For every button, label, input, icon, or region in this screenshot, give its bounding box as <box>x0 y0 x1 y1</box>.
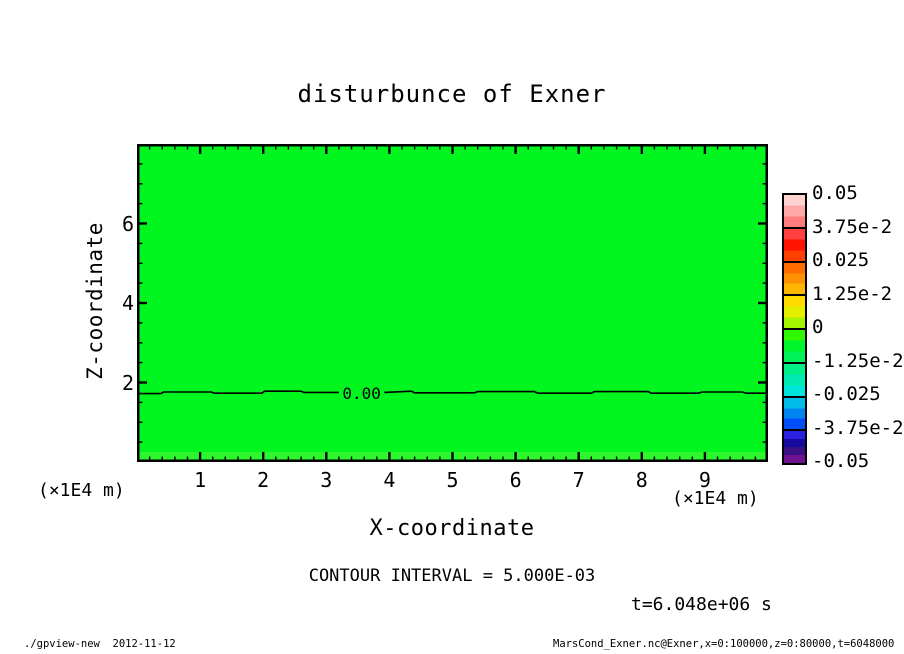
x-tick-label: 5 <box>446 468 459 492</box>
colorbar-segment <box>784 262 805 297</box>
z-axis-unit-note: (×1E4 m) <box>38 480 125 501</box>
z-tick-label: 4 <box>121 291 134 315</box>
colorbar-tick-label: 0 <box>812 316 824 338</box>
zero-contour-line <box>384 390 768 394</box>
contour-interval-text: CONTOUR INTERVAL = 5.000E-03 <box>308 566 596 586</box>
colorbar-tick-label: -0.025 <box>812 383 881 405</box>
colorbar-tick-label: 0.05 <box>812 182 858 204</box>
colorbar <box>782 193 807 465</box>
x-tick-label: 4 <box>383 468 396 492</box>
x-tick-label: 8 <box>635 468 648 492</box>
colorbar-tick-label: 0.025 <box>812 249 870 271</box>
time-annotation: t=6.048e+06 s <box>631 594 772 615</box>
colorbar-tick-label: -0.05 <box>812 450 870 472</box>
contour-fill-main <box>137 144 768 462</box>
x-axis-unit-note: (×1E4 m) <box>672 488 759 509</box>
z-tick-label: 6 <box>121 211 134 236</box>
colorbar-segment <box>784 228 805 263</box>
plot-frame <box>137 144 768 462</box>
colorbar-segment <box>784 195 805 229</box>
colorbar-segment <box>784 431 805 463</box>
chart-title: disturbunce of Exner <box>297 80 607 108</box>
x-axis-title: X-coordinate <box>369 516 535 541</box>
footer-program-stamp: ./gpview-new 2012-11-12 <box>24 638 176 650</box>
footer-datasource-stamp: MarsCond_Exner.nc@Exner,x=0:100000,z=0:8… <box>553 638 895 650</box>
z-tick-label: 2 <box>121 370 134 395</box>
colorbar-segment <box>784 330 805 364</box>
colorbar-tick-label: -1.25e-2 <box>812 349 904 372</box>
x-tick-label: 6 <box>509 468 522 492</box>
plot-area: 0.00 <box>137 144 768 462</box>
colorbar-segment <box>784 363 805 398</box>
x-tick-label: 1 <box>194 468 207 492</box>
contour-plot-canvas: 0.00 <box>137 144 768 462</box>
x-tick-label: 7 <box>572 468 585 492</box>
colorbar-tick-label: 1.25e-2 <box>812 282 893 305</box>
zero-contour-label: 0.00 <box>342 384 381 403</box>
colorbar-segment <box>784 397 805 432</box>
zero-contour-line <box>137 390 339 395</box>
colorbar-segment <box>784 296 805 330</box>
x-tick-label: 2 <box>257 468 270 492</box>
x-tick-label: 3 <box>320 468 333 492</box>
colorbar-tick-label: -3.75e-2 <box>812 416 904 439</box>
colorbar-tick-label: 3.75e-2 <box>812 215 893 238</box>
x-tick-label: 9 <box>698 468 711 492</box>
